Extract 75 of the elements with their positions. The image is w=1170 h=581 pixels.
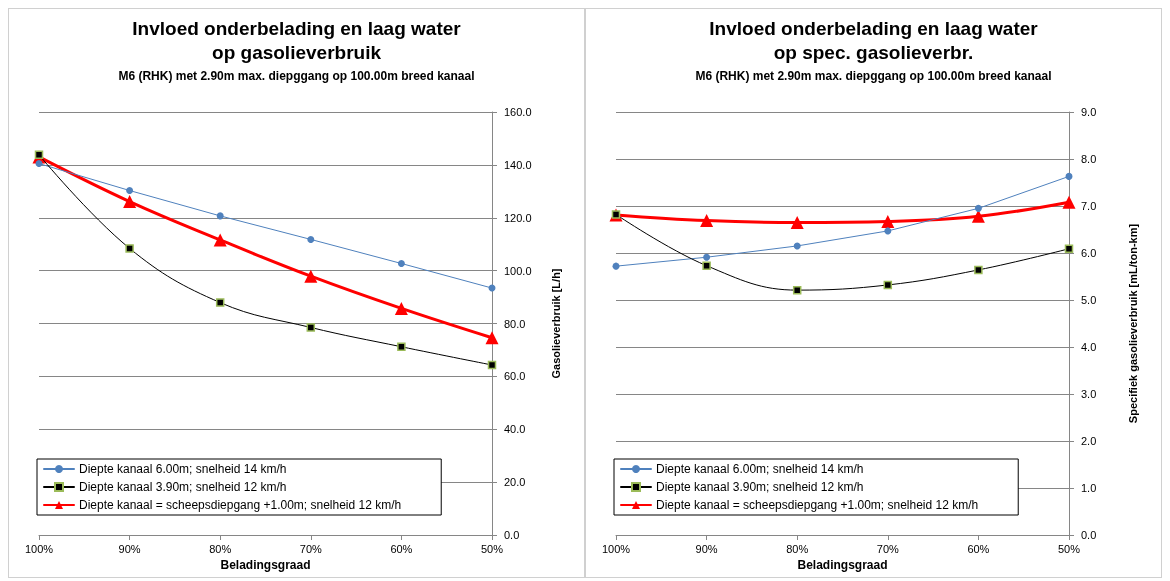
x-axis-title: Beladingsgraad	[220, 558, 311, 572]
legend-label: Diepte kanaal 3.90m; snelheid 12 km/h	[79, 480, 287, 494]
legend-label: Diepte kanaal = scheepsdiepgang +1.00m; snelheid 12 km/h	[79, 498, 402, 512]
y-tick-label: 9.0	[1081, 106, 1097, 118]
point	[35, 160, 43, 168]
point	[125, 244, 134, 253]
legend-label: Diepte kanaal 6.00m; snelheid 14 km/h	[79, 462, 287, 476]
y-tick-label: 40.0	[504, 423, 526, 436]
point	[974, 265, 983, 275]
x-tick-label: 70%	[876, 542, 900, 555]
x-tick-label: 90%	[118, 542, 141, 555]
y-tick-label: 20.0	[504, 476, 526, 489]
point	[123, 195, 137, 209]
point	[126, 187, 134, 195]
point	[397, 259, 405, 267]
point	[216, 212, 224, 220]
x-tick-label: 60%	[390, 542, 413, 555]
y-tick-label: 6.0	[1081, 247, 1097, 259]
chart-subtitle: M6 (RHK) met 2.90m max. diepggang op 100.00m breed kanaal	[695, 69, 1052, 83]
y-tick-label: 100.0	[504, 264, 532, 277]
point	[485, 331, 499, 345]
point	[971, 209, 985, 223]
y-tick-label: 60.0	[504, 370, 526, 383]
point	[1065, 172, 1073, 180]
point	[793, 242, 801, 250]
point	[703, 253, 711, 261]
point	[397, 342, 406, 352]
legend-label: Diepte kanaal 6.00m; snelheid 14 km/h	[656, 462, 864, 476]
y-tick-label: 4.0	[1081, 341, 1097, 353]
point	[34, 150, 44, 160]
point	[881, 215, 895, 229]
y-tick-label: 2.0	[1081, 435, 1097, 447]
y-tick-label: 1.0	[1081, 482, 1097, 494]
x-tick-label: 90%	[695, 542, 718, 555]
y-axis-title: Gasolieverbruik [L/h]	[549, 268, 562, 379]
point	[487, 360, 497, 370]
point	[304, 269, 318, 283]
point	[306, 323, 316, 332]
y-tick-label: 3.0	[1081, 388, 1097, 400]
x-tick-label: 50%	[1057, 542, 1081, 555]
point	[790, 215, 804, 229]
y-tick-label: 8.0	[1081, 153, 1097, 165]
x-axis-title: Beladingsgraad	[797, 558, 888, 572]
y-tick-label: 160.0	[504, 106, 532, 118]
point	[1062, 195, 1076, 209]
chart-title: Invloed onderbelading en laag water op gasolieverbruik	[132, 17, 462, 63]
legend-label: Diepte kanaal = scheepsdiepgang +1.00m; snelheid 12 km/h	[656, 498, 979, 512]
y-tick-label: 0.0	[504, 529, 520, 541]
x-tick-label: 80%	[209, 542, 232, 555]
y-tick-label: 140.0	[504, 158, 532, 171]
x-tick-label: 70%	[299, 542, 323, 555]
point	[883, 280, 893, 290]
chart-subtitle: M6 (RHK) met 2.90m max. diepggang op 100.00m breed kanaal	[118, 69, 475, 83]
point	[394, 301, 408, 315]
point	[702, 261, 711, 270]
y-tick-label: 120.0	[504, 211, 532, 224]
point	[307, 235, 315, 243]
point	[700, 214, 714, 228]
y-tick-label: 80.0	[504, 317, 526, 330]
point	[792, 285, 802, 295]
x-tick-label: 60%	[967, 542, 990, 555]
x-tick-label: 80%	[786, 542, 809, 555]
x-tick-label: 50%	[480, 542, 504, 555]
point	[884, 227, 892, 235]
point	[215, 298, 225, 307]
point	[974, 204, 982, 212]
y-axis-title: Specifiek gasolieverbruik [mL/ton-km]	[1126, 223, 1139, 424]
legend-label: Diepte kanaal 3.90m; snelheid 12 km/h	[656, 480, 864, 494]
point	[213, 233, 227, 247]
chart-title: Invloed onderbelading en laag water op spec. gasolieverbr.	[709, 17, 1039, 63]
y-tick-label: 0.0	[1081, 529, 1097, 541]
y-tick-label: 7.0	[1081, 200, 1097, 212]
x-tick-label: 100%	[601, 542, 631, 555]
y-tick-label: 5.0	[1081, 294, 1097, 306]
x-tick-label: 100%	[24, 542, 54, 555]
